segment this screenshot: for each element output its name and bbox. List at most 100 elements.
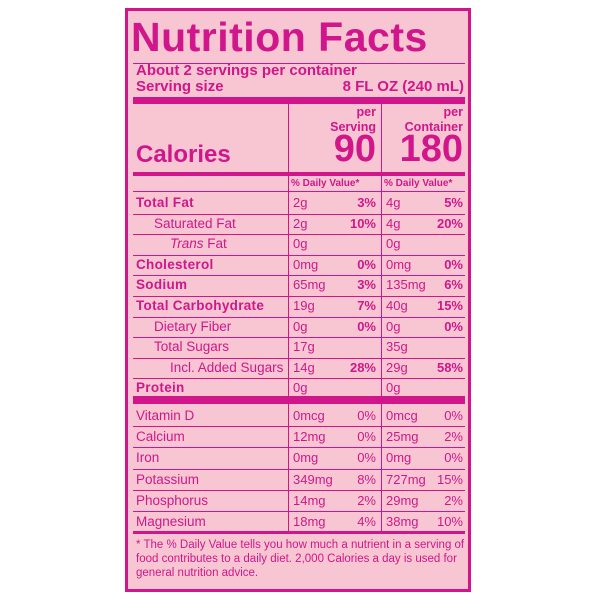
serving-amount: 0g bbox=[293, 318, 308, 334]
servings-per-container: About 2 servings per container bbox=[136, 62, 357, 79]
vitamin-serving-amount: 14mg bbox=[293, 492, 326, 508]
row-divider bbox=[133, 468, 465, 470]
row-divider bbox=[133, 234, 465, 236]
vitamin-serving-amount: 0mcg bbox=[293, 408, 325, 423]
vitamin-label: Calcium bbox=[136, 429, 185, 445]
nutrient-label: Protein bbox=[136, 380, 185, 395]
nutrition-label-panel bbox=[125, 8, 471, 592]
nutrient-label-text: Saturated Fat bbox=[154, 215, 236, 231]
daily-value-footnote: * The % Daily Value tells you how much a… bbox=[136, 539, 465, 579]
vitamin-serving-amount: 18mg bbox=[293, 514, 326, 529]
calories-per-container: 180 bbox=[399, 128, 463, 170]
serving-amount: 17g bbox=[293, 339, 315, 355]
nutrient-label: Total Carbohydrate bbox=[136, 298, 264, 313]
serving-size-value: 8 FL OZ (240 mL) bbox=[342, 78, 464, 95]
dv-header-line bbox=[133, 191, 465, 192]
calories-per-serving: 90 bbox=[333, 128, 376, 170]
nutrient-label: Cholesterol bbox=[136, 257, 214, 272]
container-amount: 0g bbox=[386, 318, 401, 334]
vitamin-label: Magnesium bbox=[136, 514, 206, 529]
vitamin-serving-dv: 4% bbox=[357, 514, 376, 529]
vitamin-container-dv: 15% bbox=[436, 471, 463, 487]
container-daily-value: 20% bbox=[436, 215, 463, 231]
nutrient-label-text: Incl. Added Sugars bbox=[170, 359, 284, 375]
row-divider bbox=[133, 357, 465, 359]
serving-daily-value: 3% bbox=[357, 277, 376, 293]
row-divider bbox=[133, 254, 465, 256]
row-divider bbox=[133, 378, 465, 380]
nutrient-label-text: Total Carbohydrate bbox=[136, 298, 265, 313]
per-serving-header: per Serving bbox=[330, 105, 376, 134]
vitamin-serving-dv: 0% bbox=[357, 408, 376, 423]
row-divider bbox=[133, 426, 465, 428]
serving-daily-value: 7% bbox=[357, 298, 376, 313]
container-daily-value: 0% bbox=[444, 256, 463, 272]
container-amount: 0g bbox=[386, 236, 401, 252]
vitamin-container-amount: 25mg bbox=[386, 429, 419, 445]
container-amount: 4g bbox=[386, 195, 401, 210]
serving-amount: 0g bbox=[293, 236, 308, 252]
nutrient-label: Sodium bbox=[136, 277, 187, 292]
vitamin-container-dv: 2% bbox=[444, 429, 463, 445]
vitamin-container-amount: 0mcg bbox=[386, 408, 418, 423]
vitamin-container-amount: 727mg bbox=[386, 471, 426, 487]
nutrient-label: Total Sugars bbox=[154, 339, 229, 354]
serving-daily-value: 3% bbox=[357, 195, 376, 210]
vitamin-container-dv: 2% bbox=[444, 492, 463, 508]
nutrient-label: Total Fat bbox=[136, 195, 194, 210]
container-amount: 0g bbox=[386, 380, 401, 396]
serving-amount: 0g bbox=[293, 380, 308, 396]
container-amount: 0mg bbox=[386, 256, 412, 272]
nutrient-label: Saturated Fat bbox=[154, 216, 236, 231]
vitamin-serving-dv: 2% bbox=[357, 492, 376, 508]
container-amount: 135mg bbox=[386, 277, 426, 293]
vitamin-serving-amount: 349mg bbox=[293, 471, 333, 487]
vitamin-container-amount: 38mg bbox=[386, 514, 419, 529]
nutrient-label: Dietary Fiber bbox=[154, 319, 231, 334]
vitamin-container-dv: 10% bbox=[436, 514, 463, 529]
nutrient-label-text: Dietary Fiber bbox=[154, 318, 232, 334]
serving-daily-value: 0% bbox=[357, 256, 376, 272]
serving-amount: 65mg bbox=[293, 277, 326, 293]
serving-size-label: Serving size bbox=[136, 78, 224, 95]
serving-amount: 19g bbox=[293, 298, 315, 313]
container-amount: 29g bbox=[386, 359, 408, 375]
nutrient-label-text: Sodium bbox=[136, 277, 188, 293]
nutrient-label-italic: Trans bbox=[170, 236, 204, 252]
calories-label: Calories bbox=[136, 141, 231, 168]
row-divider bbox=[133, 316, 465, 318]
row-divider bbox=[133, 213, 465, 215]
serving-amount: 0mg bbox=[293, 256, 319, 272]
vitamin-label: Iron bbox=[136, 450, 160, 466]
calories-divider bbox=[133, 172, 465, 176]
vitamin-serving-amount: 12mg bbox=[293, 429, 326, 445]
row-divider bbox=[133, 511, 465, 512]
nutrient-label: Trans Fat bbox=[170, 236, 227, 251]
thick-divider-vitamins bbox=[133, 396, 465, 404]
nutrition-facts-title: Nutrition Facts bbox=[131, 14, 428, 60]
daily-value-header-container: % Daily Value* bbox=[384, 178, 453, 189]
container-daily-value: 6% bbox=[444, 277, 463, 293]
serving-daily-value: 0% bbox=[357, 318, 376, 334]
vitamin-label: Potassium bbox=[136, 471, 200, 487]
container-daily-value: 15% bbox=[436, 298, 463, 313]
vitamin-serving-dv: 0% bbox=[357, 429, 376, 445]
row-divider bbox=[133, 275, 465, 277]
vitamin-label: Vitamin D bbox=[136, 408, 195, 423]
thick-divider-top bbox=[133, 97, 465, 104]
nutrient-label-text: Fat bbox=[203, 236, 227, 252]
vitamin-container-amount: 29mg bbox=[386, 492, 419, 508]
container-daily-value: 58% bbox=[436, 359, 463, 375]
daily-value-header-serving: % Daily Value* bbox=[291, 178, 360, 189]
container-amount: 40g bbox=[386, 298, 408, 313]
container-daily-value: 0% bbox=[444, 318, 463, 334]
serving-daily-value: 28% bbox=[349, 359, 376, 375]
footnote-divider bbox=[133, 531, 465, 534]
vitamin-serving-dv: 8% bbox=[357, 471, 376, 487]
vitamin-container-amount: 0mg bbox=[386, 450, 412, 466]
nutrient-label-text: Total Fat bbox=[136, 195, 194, 210]
serving-amount: 2g bbox=[293, 195, 308, 210]
row-divider bbox=[133, 337, 465, 339]
per-container-header: per Container bbox=[404, 105, 463, 134]
nutrient-label-text: Protein bbox=[136, 380, 185, 396]
